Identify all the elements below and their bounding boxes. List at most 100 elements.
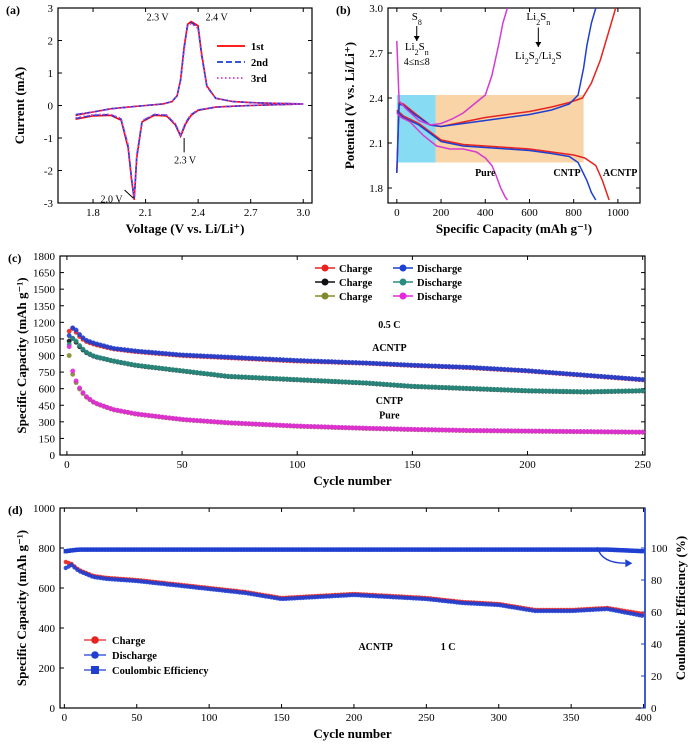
capacity-point	[70, 368, 76, 374]
legend-label: 1st	[251, 42, 264, 53]
efficiency-point	[492, 547, 497, 552]
species-label-part: 2	[525, 57, 529, 66]
panel-label: (c)	[8, 251, 21, 265]
efficiency-point	[353, 547, 358, 552]
peak-label: 2.0 V	[101, 194, 124, 205]
x-tick-label: 400	[635, 712, 652, 724]
x-tick-label: 400	[477, 207, 494, 219]
efficiency-point	[405, 547, 410, 552]
efficiency-point	[416, 547, 422, 552]
legend-label: Charge	[112, 636, 146, 647]
y-axis-title: Current (mA)	[12, 67, 27, 144]
reaction-arrowhead	[535, 42, 542, 47]
efficiency-point	[228, 547, 234, 552]
efficiency-point	[66, 548, 71, 553]
y-tick-label: 0	[48, 101, 54, 113]
efficiency-point	[347, 547, 352, 552]
efficiency-point	[628, 548, 633, 553]
efficiency-point	[248, 547, 254, 552]
capacity-point	[77, 343, 83, 349]
shaded-region	[435, 95, 584, 163]
efficiency-point	[387, 547, 393, 552]
efficiency-point	[373, 547, 378, 552]
efficiency-point	[570, 547, 575, 552]
y-tick-label: 300	[39, 417, 56, 429]
efficiency-point	[518, 547, 523, 552]
capacity-point	[640, 429, 646, 435]
efficiency-point	[275, 547, 280, 552]
y-axis-title: Potential (V vs. Li/Li⁺)	[342, 42, 357, 169]
efficiency-point	[379, 547, 384, 552]
efficiency-point	[593, 547, 598, 552]
capacity-point	[77, 385, 83, 391]
efficiency-point	[442, 547, 448, 552]
capacity-point	[73, 338, 79, 344]
efficiency-point	[188, 547, 193, 552]
legend-marker	[321, 292, 329, 300]
efficiency-point	[521, 547, 526, 552]
efficiency-point	[109, 547, 115, 552]
panel-a-cyclic-voltammetry: 1.8 2.1 2.4 2.7 3.0 -3 -2 -1 0 1 2 3 Voltage (V vs. …	[6, 3, 313, 236]
legend-label: 2nd	[251, 58, 268, 69]
legend-label: Discharge	[417, 264, 462, 275]
efficiency-point	[509, 547, 514, 552]
series-label: ACNTP	[372, 343, 406, 354]
capacity-point	[73, 378, 79, 384]
efficiency-point	[69, 548, 74, 553]
panel-label: (d)	[8, 503, 23, 517]
legend-label: Charge	[339, 292, 373, 303]
capacity-point	[639, 613, 645, 618]
efficiency-point	[422, 547, 428, 552]
capacity-point	[77, 332, 83, 337]
efficiency-point	[425, 547, 430, 552]
efficiency-point	[289, 547, 294, 552]
efficiency-point	[581, 547, 587, 552]
y-tick-label: 2	[48, 36, 54, 48]
y-tick-label-right: 40	[651, 639, 663, 651]
efficiency-point	[370, 547, 375, 552]
efficiency-point	[506, 547, 512, 552]
capacity-point	[66, 344, 72, 350]
efficiency-point	[445, 547, 451, 552]
efficiency-point	[558, 547, 564, 552]
y-tick-label: 150	[39, 433, 56, 445]
efficiency-point	[327, 547, 332, 552]
efficiency-point	[121, 547, 126, 552]
x-tick-label: 2.4	[191, 207, 205, 219]
efficiency-point	[234, 547, 239, 552]
efficiency-point	[503, 547, 509, 552]
axis-pointer-arrow	[596, 547, 626, 564]
y-tick-label: 1500	[33, 284, 56, 296]
efficiency-point	[448, 547, 454, 552]
efficiency-point	[309, 547, 315, 552]
efficiency-point	[599, 547, 604, 552]
efficiency-point	[486, 547, 491, 552]
efficiency-point	[590, 547, 596, 552]
x-axis-title: Cycle number	[313, 473, 392, 488]
y-tick-label: 2.7	[369, 48, 383, 60]
efficiency-point	[477, 547, 483, 552]
y-tick-label: -1	[44, 133, 53, 145]
efficiency-point	[130, 547, 135, 552]
efficiency-point	[466, 547, 471, 552]
efficiency-point	[83, 547, 89, 552]
capacity-point	[72, 565, 77, 570]
efficiency-point	[217, 547, 222, 552]
efficiency-point	[240, 547, 245, 552]
curve-label: ACNTP	[603, 168, 637, 179]
panel-c-cycling-0-5c: 0 50 100 150 200 250 0 150 300 450 600 750 900 1050 12…	[8, 251, 651, 488]
x-axis-title: Cycle number	[313, 726, 392, 741]
efficiency-point	[385, 547, 390, 552]
species-label: Li2Sn	[526, 11, 550, 27]
efficiency-point	[408, 547, 413, 552]
peak-label: 2.4 V	[206, 13, 229, 24]
y-tick-label: 1800	[33, 251, 56, 263]
legend-marker	[321, 264, 329, 272]
efficiency-point	[576, 547, 581, 552]
capacity-point	[80, 335, 86, 341]
reaction-arrowhead	[413, 36, 420, 41]
efficiency-point	[75, 547, 80, 552]
legend-label: Coulombic Efficiency	[112, 666, 209, 677]
efficiency-point	[159, 547, 164, 552]
y-tick-label: 2.1	[369, 138, 383, 150]
